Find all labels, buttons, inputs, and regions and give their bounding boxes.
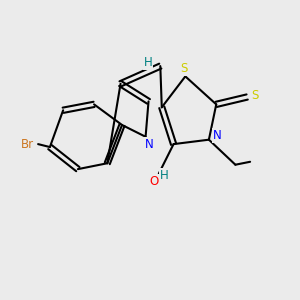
Text: S: S	[180, 61, 188, 75]
Text: S: S	[252, 89, 259, 102]
Text: H: H	[160, 169, 169, 182]
Text: N: N	[213, 129, 221, 142]
Text: Br: Br	[21, 138, 34, 151]
Text: H: H	[144, 56, 152, 69]
Text: O: O	[150, 175, 159, 188]
Text: N: N	[145, 138, 154, 151]
